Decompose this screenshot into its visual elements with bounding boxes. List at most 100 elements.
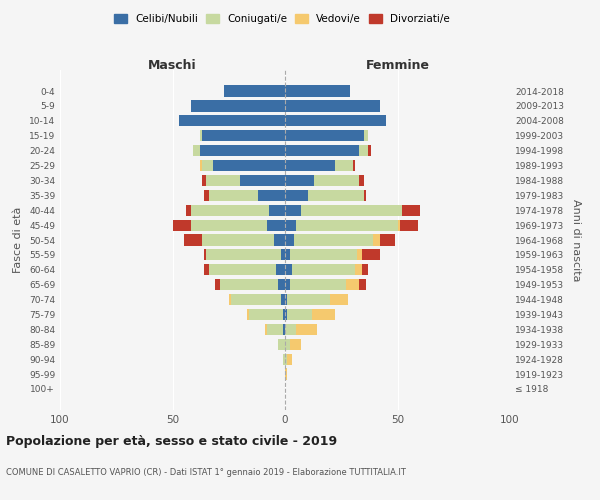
Text: Popolazione per età, sesso e stato civile - 2019: Popolazione per età, sesso e stato civil…	[6, 435, 337, 448]
Bar	[224, 86, 285, 96]
Bar	[312, 309, 335, 320]
Bar	[278, 279, 285, 290]
Bar	[240, 175, 285, 186]
Bar	[301, 204, 402, 216]
Bar	[285, 86, 350, 96]
Bar	[294, 234, 373, 246]
Bar	[285, 204, 301, 216]
Bar	[346, 279, 359, 290]
Bar	[247, 309, 249, 320]
Bar	[400, 220, 418, 230]
Bar	[285, 145, 359, 156]
Bar	[335, 160, 353, 171]
Legend: Celibi/Nubili, Coniugati/e, Vedovi/e, Divorziati/e: Celibi/Nubili, Coniugati/e, Vedovi/e, Di…	[110, 10, 454, 29]
Bar	[330, 294, 348, 305]
Bar	[274, 234, 285, 246]
Bar	[353, 160, 355, 171]
Bar	[199, 145, 285, 156]
Y-axis label: Anni di nascita: Anni di nascita	[571, 198, 581, 281]
Bar	[296, 220, 398, 230]
Bar	[373, 234, 380, 246]
Bar	[191, 220, 267, 230]
Y-axis label: Fasce di età: Fasce di età	[13, 207, 23, 273]
Text: Maschi: Maschi	[148, 58, 197, 71]
Bar	[281, 294, 285, 305]
Bar	[285, 264, 292, 276]
Bar	[402, 204, 420, 216]
Bar	[290, 250, 357, 260]
Bar	[179, 115, 285, 126]
Bar	[204, 250, 206, 260]
Bar	[287, 294, 330, 305]
Bar	[283, 354, 285, 365]
Bar	[269, 204, 285, 216]
Bar	[290, 338, 301, 350]
Bar	[355, 264, 361, 276]
Bar	[357, 250, 361, 260]
Bar	[283, 309, 285, 320]
Bar	[249, 309, 283, 320]
Bar	[202, 160, 213, 171]
Bar	[229, 294, 231, 305]
Bar	[276, 264, 285, 276]
Bar	[285, 160, 335, 171]
Bar	[359, 279, 366, 290]
Bar	[202, 234, 274, 246]
Bar	[281, 250, 285, 260]
Bar	[186, 204, 191, 216]
Bar	[308, 190, 364, 201]
Bar	[220, 279, 278, 290]
Bar	[193, 145, 199, 156]
Bar	[215, 279, 220, 290]
Bar	[204, 190, 209, 201]
Text: Femmine: Femmine	[365, 58, 430, 71]
Bar	[202, 130, 285, 141]
Bar	[231, 294, 281, 305]
Bar	[285, 115, 386, 126]
Bar	[285, 130, 364, 141]
Bar	[285, 175, 314, 186]
Bar	[209, 264, 276, 276]
Bar	[267, 324, 283, 335]
Bar	[287, 309, 312, 320]
Bar	[285, 279, 290, 290]
Bar	[209, 190, 258, 201]
Bar	[398, 220, 400, 230]
Bar	[359, 175, 364, 186]
Bar	[380, 234, 395, 246]
Bar	[285, 250, 290, 260]
Bar	[278, 338, 285, 350]
Bar	[285, 294, 287, 305]
Bar	[184, 234, 202, 246]
Bar	[364, 130, 368, 141]
Bar	[204, 264, 209, 276]
Bar	[287, 354, 292, 365]
Bar	[285, 338, 290, 350]
Bar	[285, 234, 294, 246]
Bar	[206, 250, 281, 260]
Bar	[285, 354, 287, 365]
Bar	[199, 130, 202, 141]
Bar	[206, 175, 240, 186]
Text: COMUNE DI CASALETTO VAPRIO (CR) - Dati ISTAT 1° gennaio 2019 - Elaborazione TUTT: COMUNE DI CASALETTO VAPRIO (CR) - Dati I…	[6, 468, 406, 477]
Bar	[364, 190, 366, 201]
Bar	[361, 264, 368, 276]
Bar	[199, 160, 202, 171]
Bar	[191, 100, 285, 112]
Bar	[191, 204, 269, 216]
Bar	[213, 160, 285, 171]
Bar	[265, 324, 267, 335]
Bar	[173, 220, 191, 230]
Bar	[285, 368, 287, 380]
Bar	[202, 175, 206, 186]
Bar	[283, 324, 285, 335]
Bar	[290, 279, 346, 290]
Bar	[368, 145, 371, 156]
Bar	[258, 190, 285, 201]
Bar	[267, 220, 285, 230]
Bar	[285, 324, 296, 335]
Bar	[285, 220, 296, 230]
Bar	[361, 250, 380, 260]
Bar	[314, 175, 359, 186]
Bar	[359, 145, 368, 156]
